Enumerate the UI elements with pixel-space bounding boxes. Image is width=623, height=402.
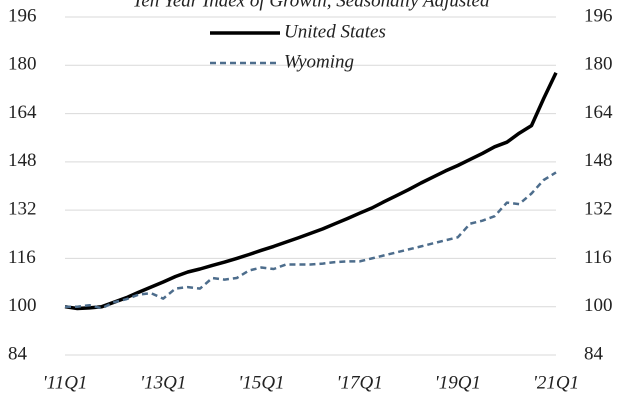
- chart-title: Ten Year Index of Growth, Seasonally Adj…: [133, 0, 490, 11]
- y2-tick-label: 84: [584, 343, 604, 364]
- x-tick-label: '19Q1: [435, 372, 481, 393]
- y2-tick-label: 196: [584, 5, 613, 26]
- y-tick-label: 164: [8, 102, 37, 123]
- y-tick-label: 84: [8, 343, 28, 364]
- y-tick-label: 132: [8, 199, 37, 220]
- y2-tick-label: 164: [584, 102, 613, 123]
- y-tick-label: 116: [8, 247, 36, 268]
- legend-label: Wyoming: [284, 51, 354, 72]
- y-tick-label: 100: [8, 295, 37, 316]
- x-tick-label: '15Q1: [238, 372, 284, 393]
- x-tick-label: '13Q1: [140, 372, 186, 393]
- legend-label: United States: [284, 21, 386, 42]
- series-line: [65, 171, 557, 310]
- x-tick-label: '11Q1: [43, 372, 88, 393]
- x-tick-label: '21Q1: [533, 372, 579, 393]
- y2-tick-label: 180: [584, 54, 613, 75]
- y-tick-label: 196: [8, 5, 37, 26]
- y2-tick-label: 116: [584, 247, 612, 268]
- series-line: [64, 72, 558, 311]
- x-tick-label: '17Q1: [336, 372, 382, 393]
- y2-tick-label: 100: [584, 295, 613, 316]
- y-tick-label: 148: [8, 150, 37, 171]
- y2-tick-label: 148: [584, 150, 613, 171]
- y2-tick-label: 132: [584, 199, 613, 220]
- y-tick-label: 180: [8, 54, 37, 75]
